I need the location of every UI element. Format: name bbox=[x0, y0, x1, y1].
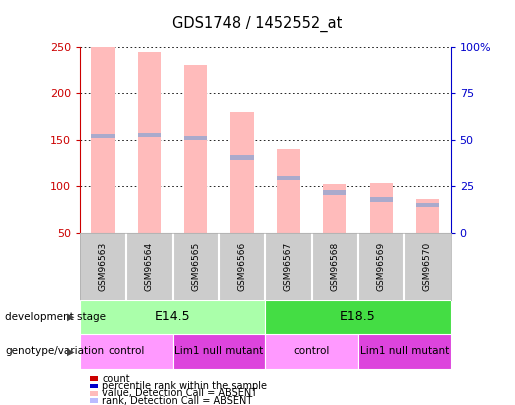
Text: GSM96567: GSM96567 bbox=[284, 242, 293, 291]
Text: genotype/variation: genotype/variation bbox=[5, 346, 104, 356]
Text: Lim1 null mutant: Lim1 null mutant bbox=[174, 346, 264, 356]
Text: GSM96569: GSM96569 bbox=[376, 242, 386, 291]
Bar bbox=[173, 334, 265, 369]
Bar bbox=[369, 197, 392, 202]
Text: GSM96563: GSM96563 bbox=[98, 242, 108, 291]
Text: value, Detection Call = ABSENT: value, Detection Call = ABSENT bbox=[102, 388, 258, 398]
Text: ▶: ▶ bbox=[67, 346, 75, 356]
Bar bbox=[231, 112, 253, 233]
Text: GSM96565: GSM96565 bbox=[191, 242, 200, 291]
Bar bbox=[92, 47, 114, 233]
Text: GDS1748 / 1452552_at: GDS1748 / 1452552_at bbox=[173, 16, 342, 32]
Text: GSM96570: GSM96570 bbox=[423, 242, 432, 291]
Bar bbox=[416, 199, 439, 233]
Text: control: control bbox=[294, 346, 330, 356]
Text: rank, Detection Call = ABSENT: rank, Detection Call = ABSENT bbox=[102, 396, 253, 405]
Bar bbox=[184, 65, 207, 233]
Bar bbox=[80, 300, 265, 334]
Bar bbox=[265, 300, 451, 334]
Bar bbox=[265, 334, 358, 369]
Text: count: count bbox=[102, 374, 130, 384]
Text: GSM96566: GSM96566 bbox=[237, 242, 247, 291]
Text: ▶: ▶ bbox=[67, 312, 75, 322]
Bar bbox=[416, 202, 439, 207]
Text: GSM96564: GSM96564 bbox=[145, 242, 154, 291]
Bar bbox=[369, 183, 392, 233]
Text: GSM96568: GSM96568 bbox=[330, 242, 339, 291]
Text: percentile rank within the sample: percentile rank within the sample bbox=[102, 381, 267, 391]
Bar bbox=[92, 134, 114, 139]
Bar bbox=[138, 52, 161, 233]
Bar bbox=[80, 334, 173, 369]
Bar bbox=[323, 183, 346, 233]
Bar bbox=[323, 190, 346, 195]
Bar bbox=[184, 136, 207, 140]
Bar bbox=[231, 155, 253, 160]
Text: Lim1 null mutant: Lim1 null mutant bbox=[359, 346, 449, 356]
Text: development stage: development stage bbox=[5, 312, 106, 322]
Bar bbox=[138, 133, 161, 137]
Text: control: control bbox=[108, 346, 144, 356]
Text: E18.5: E18.5 bbox=[340, 310, 376, 324]
Text: E14.5: E14.5 bbox=[154, 310, 191, 324]
Bar bbox=[358, 334, 451, 369]
Bar bbox=[277, 149, 300, 233]
Bar bbox=[277, 176, 300, 180]
